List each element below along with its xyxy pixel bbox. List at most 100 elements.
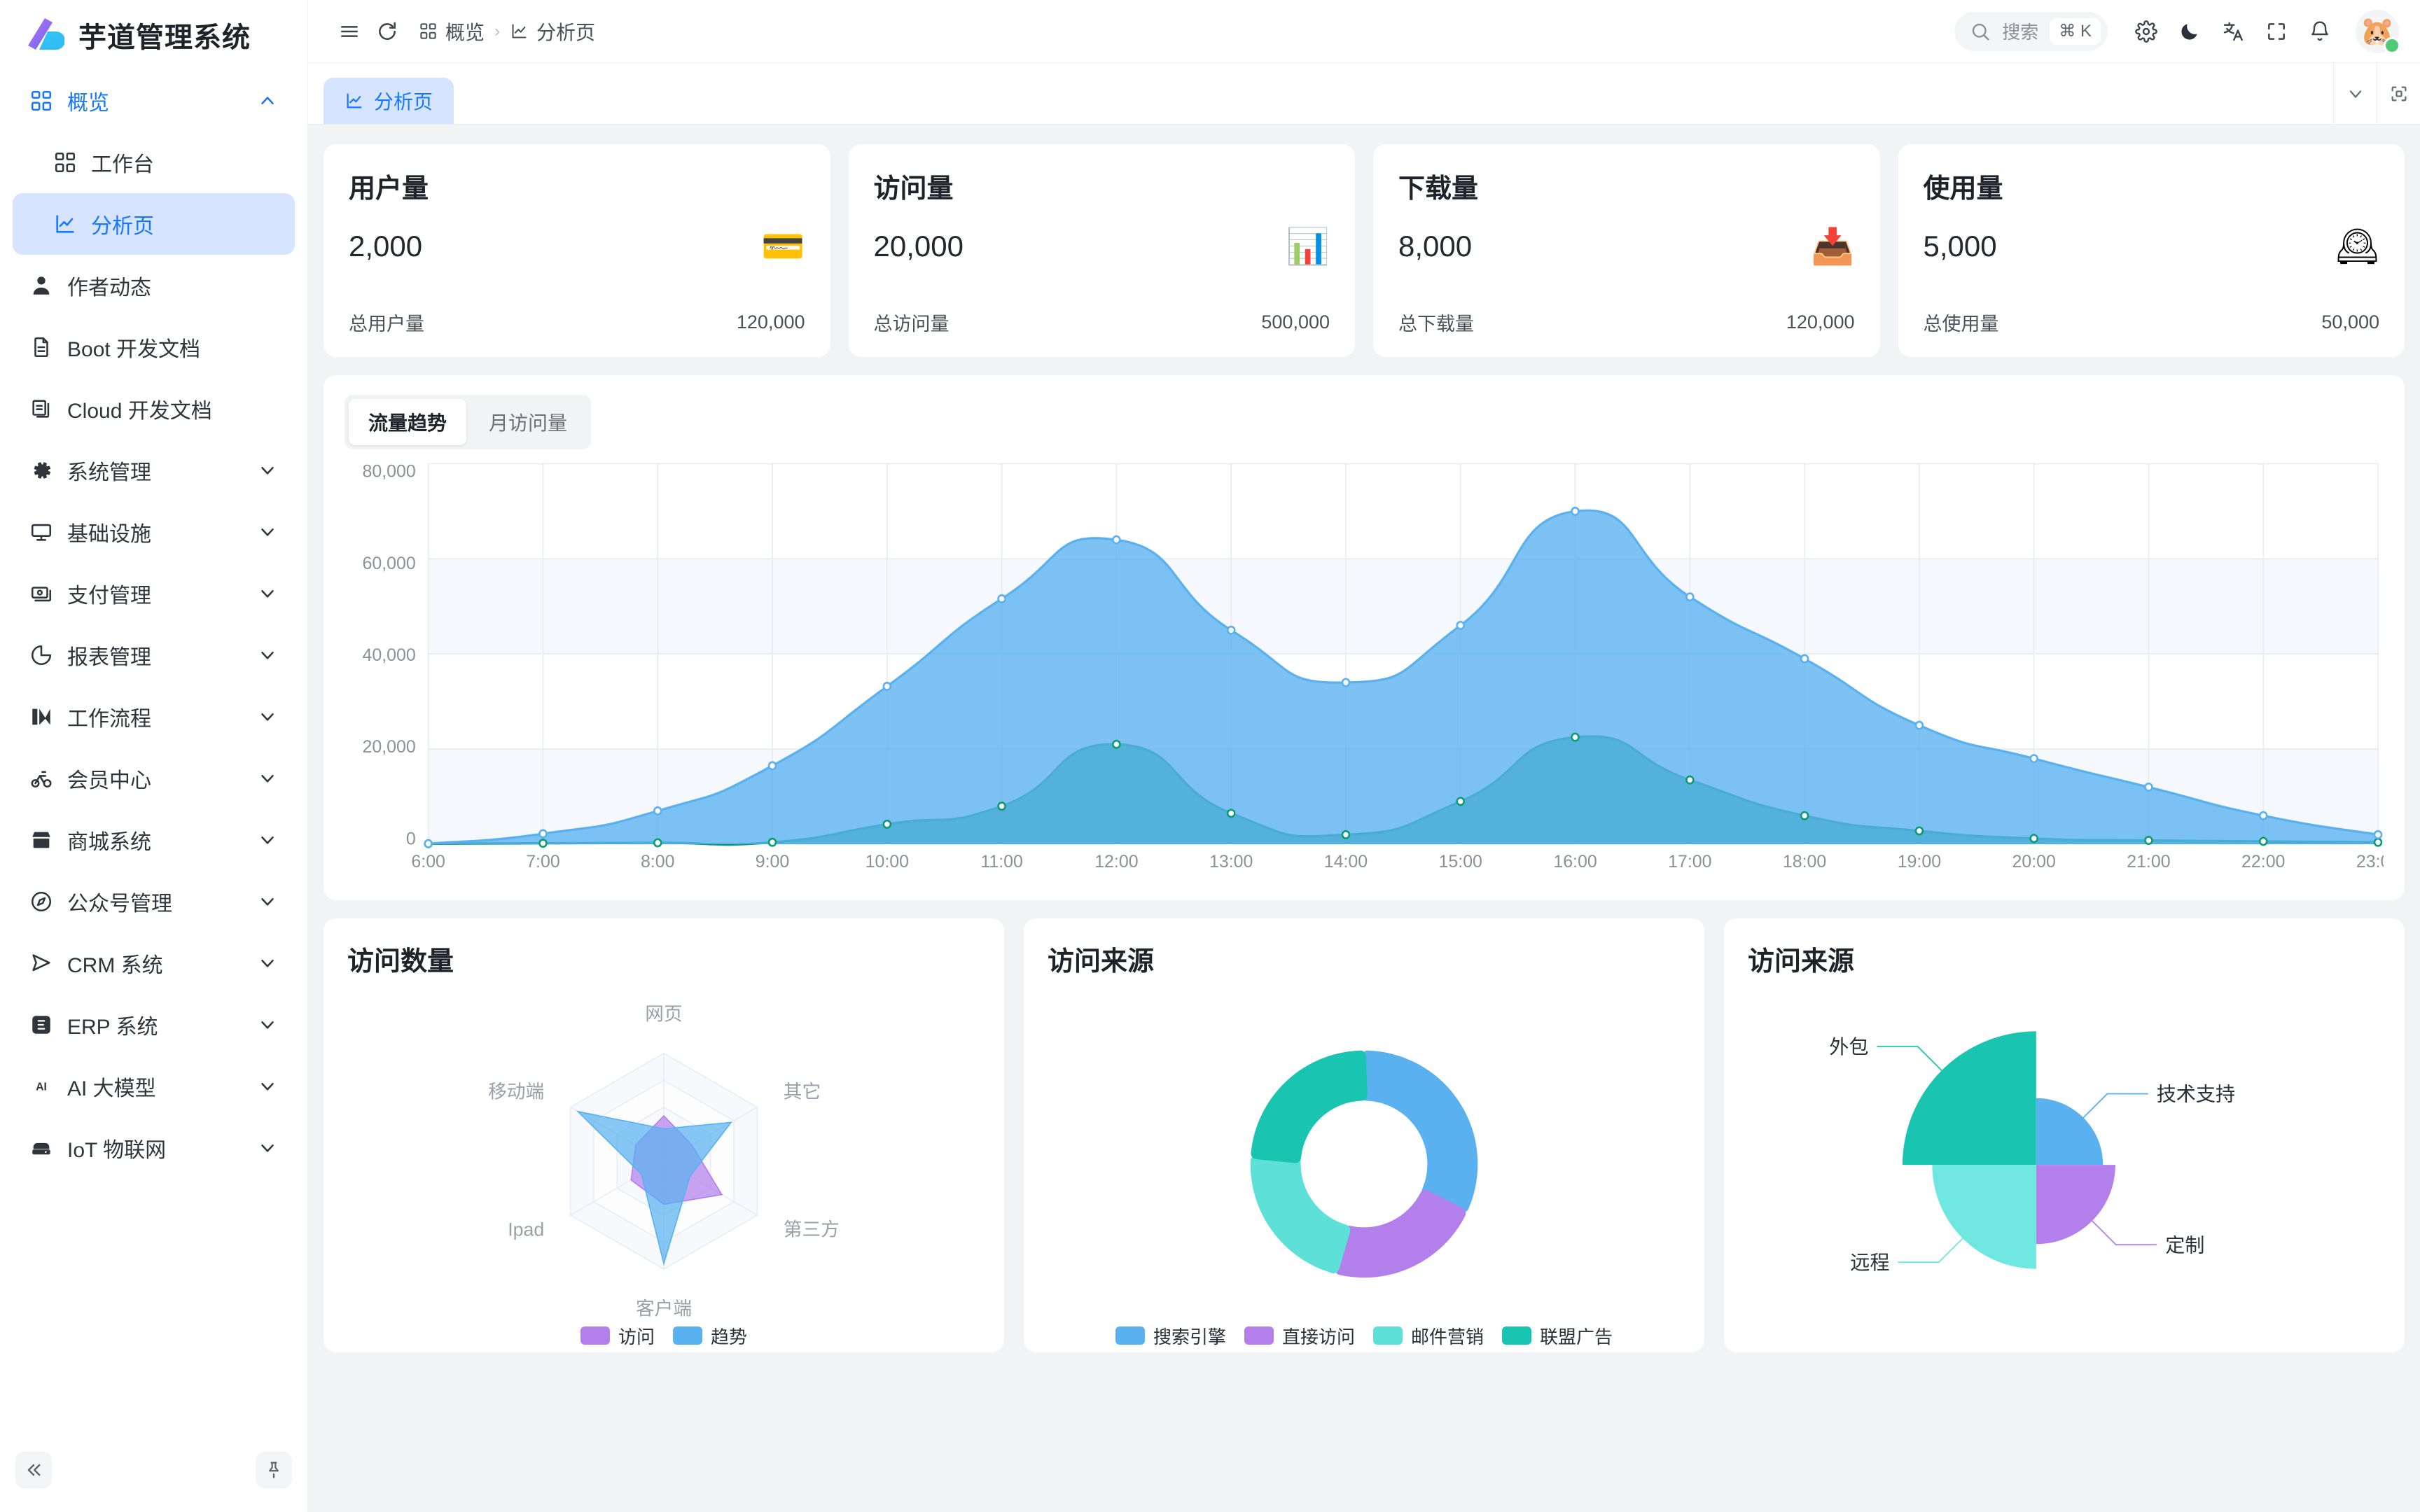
svg-text:定制: 定制 (2165, 1234, 2204, 1256)
svg-text:11:00: 11:00 (980, 852, 1023, 872)
legend-item[interactable]: 直接访问 (1244, 1323, 1355, 1349)
sidebar-item-label: ERP 系统 (67, 1016, 158, 1039)
flow-icon (28, 704, 55, 730)
pin-icon[interactable] (256, 1452, 292, 1488)
logo-row[interactable]: 芋道管理系统 (0, 0, 307, 70)
svg-text:20:00: 20:00 (2012, 852, 2055, 872)
legend-item[interactable]: 搜索引擎 (1115, 1323, 1226, 1349)
svg-text:8:00: 8:00 (641, 852, 675, 872)
bottom-chart-row: 访问数量 网页 其它 第三方 客户端 Ipad 移动端 访问 趋势 访问来源 搜索引擎 直接访… (324, 918, 2405, 1352)
sidebar-item-label: 支付管理 (67, 584, 151, 608)
legend-item[interactable]: 访问 (580, 1323, 655, 1349)
chevron-down-icon[interactable] (2333, 62, 2377, 125)
svg-text:13:00: 13:00 (1209, 852, 1253, 872)
sidebar-item-label: 工作流程 (67, 708, 151, 731)
sidebar-item-7[interactable]: 基础设施 (13, 501, 295, 563)
donut-card-title: 访问来源 (1048, 947, 1155, 976)
bell-icon[interactable] (2301, 13, 2339, 50)
svg-text:7:00: 7:00 (526, 852, 560, 872)
search-icon (1970, 21, 1991, 42)
fullscreen-icon[interactable] (2258, 13, 2295, 50)
erp-icon (28, 1011, 55, 1038)
expand-icon[interactable] (2377, 62, 2420, 125)
stat-card: 使用量 5,000 🕰 总使用量 50,000 (1898, 144, 2405, 357)
svg-text:9:00: 9:00 (756, 852, 790, 872)
topbar-actions: 搜索 ⌘ K (1954, 9, 2400, 54)
sidebar-item-9[interactable]: 报表管理 (13, 624, 295, 686)
sidebar-item-8[interactable]: 支付管理 (13, 563, 295, 624)
sidebar-item-16[interactable]: AI AI 大模型 (13, 1056, 295, 1117)
sidebar-item-0[interactable]: 概览 (13, 70, 295, 132)
breadcrumb-label: 概览 (445, 21, 485, 43)
compass-icon (28, 888, 55, 915)
breadcrumb-label: 分析页 (536, 21, 596, 43)
donut-card: 访问来源 搜索引擎 直接访问 邮件营销 联盟广告 (1024, 918, 1704, 1352)
monitor-icon (28, 519, 55, 545)
bike-icon (28, 765, 55, 792)
ai-icon: AI (28, 1073, 55, 1100)
sidebar-item-4[interactable]: Boot 开发文档 (13, 316, 295, 378)
sidebar-item-2[interactable]: 分析页 (13, 193, 295, 255)
chart-icon (52, 211, 78, 237)
tab-traffic-trend[interactable]: 流量趋势 (349, 399, 467, 445)
stat-card: 下载量 8,000 📥 总下载量 120,000 (1373, 144, 1880, 357)
svg-text:第三方: 第三方 (784, 1219, 840, 1240)
sidebar-item-label: 工作台 (91, 153, 154, 176)
gear-icon[interactable] (2127, 13, 2165, 50)
gear-icon (28, 457, 55, 484)
legend-swatch (673, 1326, 702, 1345)
svg-text:18:00: 18:00 (1783, 852, 1826, 872)
sidebar-item-3[interactable]: 作者动态 (13, 255, 295, 316)
refresh-icon[interactable] (368, 13, 406, 50)
sidebar-item-6[interactable]: 系统管理 (13, 440, 295, 501)
search-input[interactable]: 搜索 ⌘ K (1954, 11, 2108, 51)
breadcrumb-item-overview[interactable]: 概览 (419, 18, 485, 46)
sidebar-item-1[interactable]: 工作台 (13, 132, 295, 193)
sidebar-item-label: 概览 (67, 92, 109, 115)
svg-text:移动端: 移动端 (488, 1081, 544, 1102)
sidebar-item-11[interactable]: 会员中心 (13, 748, 295, 809)
tab-monthly-visits[interactable]: 月访问量 (489, 412, 568, 434)
moon-icon[interactable] (2171, 13, 2209, 50)
breadcrumb-item-analysis[interactable]: 分析页 (510, 18, 595, 46)
sidebar-item-label: 报表管理 (67, 646, 151, 669)
donut-chart (1048, 982, 1681, 1320)
sidebar-item-12[interactable]: 商城系统 (13, 809, 295, 871)
legend-label: 邮件营销 (1411, 1326, 1484, 1348)
spacer (256, 335, 279, 359)
tab-analysis[interactable]: 分析页 (324, 78, 454, 124)
svg-text:21:00: 21:00 (2127, 852, 2170, 872)
legend-item[interactable]: 趋势 (673, 1323, 747, 1349)
hamburger-icon[interactable] (331, 13, 368, 50)
sidebar-item-label: 分析页 (91, 215, 154, 238)
sidebar-item-15[interactable]: ERP 系统 (13, 994, 295, 1056)
stat-value: 2,000 (349, 230, 423, 262)
avatar[interactable]: 🐹 (2356, 9, 2400, 54)
translate-icon[interactable] (2214, 13, 2252, 50)
legend-item[interactable]: 邮件营销 (1373, 1323, 1484, 1349)
chevron-down-icon (256, 705, 279, 729)
sidebar-item-label: Cloud 开发文档 (67, 400, 212, 423)
svg-text:外包: 外包 (1829, 1036, 1868, 1058)
chevron-down-icon (256, 766, 279, 790)
sidebar-item-label: 商城系统 (67, 831, 151, 854)
chart-icon (510, 22, 529, 41)
chevron-down-icon (256, 1136, 279, 1160)
legend-swatch (1373, 1326, 1403, 1345)
stat-foot-value: 120,000 (1786, 312, 1855, 332)
sidebar-item-17[interactable]: IoT 物联网 (13, 1117, 295, 1179)
trend-card: 流量趋势 月访问量 0 20,000 40,000 60,000 80,000 6:00 7… (324, 375, 2405, 900)
sidebar-item-5[interactable]: Cloud 开发文档 (13, 378, 295, 440)
pie-chart-icon: 📊 (1286, 227, 1330, 266)
money-icon (28, 580, 55, 607)
svg-text:Ipad: Ipad (508, 1219, 544, 1240)
svg-text:网页: 网页 (645, 1003, 682, 1024)
collapse-sidebar-button[interactable] (15, 1452, 52, 1488)
stat-footer: 总使用量 50,000 (1924, 309, 2380, 336)
chevron-down-icon (256, 1013, 279, 1037)
sidebar-item-10[interactable]: 工作流程 (13, 686, 295, 748)
sidebar-item-14[interactable]: CRM 系统 (13, 932, 295, 994)
sidebar-item-13[interactable]: 公众号管理 (13, 871, 295, 932)
legend-item[interactable]: 联盟广告 (1502, 1323, 1613, 1349)
